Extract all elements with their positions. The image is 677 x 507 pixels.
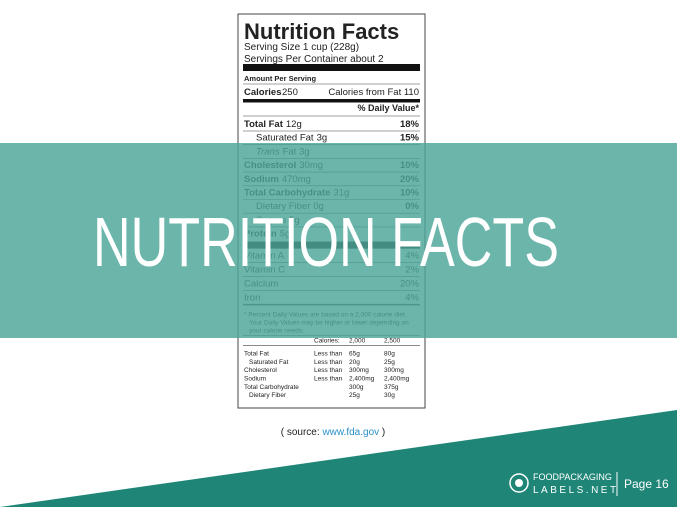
source-link[interactable]: www.fda.gov: [321, 427, 379, 438]
table-high: 30g: [384, 392, 395, 399]
table-name: Dietary Fiber: [249, 392, 287, 399]
nutrient-name: Saturated Fat: [256, 133, 314, 144]
medium-rule: [243, 99, 420, 103]
table-low: 65g: [349, 351, 360, 358]
overlay-title: NUTRITION FACTS: [93, 203, 559, 281]
nutrient-amount: 3g: [317, 133, 328, 144]
table-high: 2,400mg: [384, 376, 410, 383]
nutrient-row: Total Fat 12g: [244, 119, 302, 130]
table-header: 2,000: [349, 338, 366, 345]
logo-icon-dot: [515, 479, 523, 487]
source-prefix: ( source:: [281, 427, 323, 438]
table-name: Total Fat: [244, 351, 269, 358]
serving-size: Serving Size 1 cup (228g): [244, 42, 359, 53]
table-header: Calories:: [314, 338, 340, 345]
servings: Servings Per Container about 2: [244, 54, 384, 65]
table-header: 2,500: [384, 338, 401, 345]
label-title: Nutrition Facts: [244, 19, 399, 44]
table-name: Cholesterol: [244, 367, 277, 374]
logo-line2: LABELS.NET: [533, 485, 619, 496]
table-low: 25g: [349, 392, 360, 399]
source: ( source: www.fda.gov ): [281, 427, 386, 438]
table-name: Saturated Fat: [249, 359, 289, 366]
title-band: [0, 143, 677, 338]
calories-value: 250: [282, 87, 298, 98]
nutrient-amount: 12g: [286, 119, 302, 130]
table-qualifier: Less than: [314, 376, 343, 383]
table-qualifier: Less than: [314, 367, 343, 374]
table-high: 300mg: [384, 367, 404, 374]
calories-label: Calories: [244, 87, 282, 98]
nutrient-dv: 18%: [400, 119, 420, 130]
table-low: 300g: [349, 384, 364, 391]
source-suffix: ): [379, 427, 385, 438]
logo-line1: FOODPACKAGING: [533, 472, 612, 482]
logo-icon: [509, 473, 529, 493]
table-low: 300mg: [349, 367, 369, 374]
nutrient-row: Saturated Fat 3g: [256, 133, 327, 144]
page-number: Page 16: [624, 477, 669, 491]
table-high: 25g: [384, 359, 395, 366]
table-high: 80g: [384, 351, 395, 358]
nutrient-name: Total Fat: [244, 119, 284, 130]
table-qualifier: Less than: [314, 351, 343, 358]
calories-from-fat: Calories from Fat 110: [328, 87, 419, 98]
table-qualifier: Less than: [314, 359, 343, 366]
table-name: Sodium: [244, 376, 266, 383]
table-high: 375g: [384, 384, 399, 391]
nutrient-dv: 15%: [400, 133, 420, 144]
table-low: 2,400mg: [349, 376, 375, 383]
thick-rule: [243, 64, 420, 71]
footer-shape: [0, 410, 677, 507]
table-name: Total Carbohydrate: [244, 384, 299, 391]
amount-per-serving: Amount Per Serving: [244, 74, 317, 83]
table-low: 20g: [349, 359, 360, 366]
daily-value-header: % Daily Value*: [357, 103, 419, 113]
